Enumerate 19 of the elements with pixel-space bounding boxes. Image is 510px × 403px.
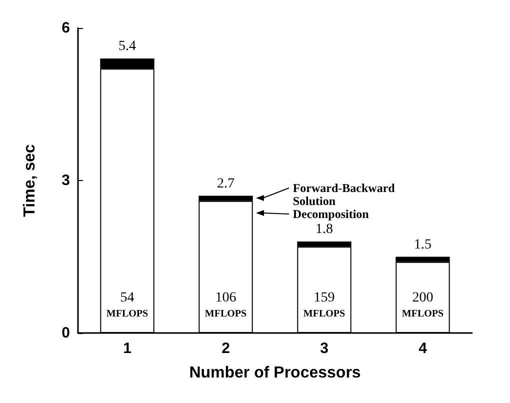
x-tick-label: 1: [123, 340, 132, 357]
y-tick-label: 6: [62, 20, 70, 36]
total-label: 1.5: [414, 237, 432, 252]
x-tick-label: 3: [320, 340, 328, 357]
annotation: 200 MFLOPS: [402, 290, 444, 320]
x-tick-label: 4: [418, 340, 428, 357]
legend-label: Decomposition: [292, 206, 370, 221]
total-label: 5.4: [118, 39, 136, 54]
y-axis-title: Time, sec: [22, 144, 38, 217]
x-axis-title: Number of Processors: [189, 364, 361, 382]
y-tick-label: 3: [62, 172, 70, 189]
annotation: 54 MFLOPS: [106, 290, 149, 320]
total-label: 2.7: [217, 176, 234, 192]
legend-label: Forward-Backward Solution: [292, 180, 398, 208]
total-label: 1.8: [316, 222, 333, 237]
y-tick-label: 0: [62, 324, 70, 342]
annotation: 159 MFLOPS: [303, 290, 346, 320]
annotation: 106 MFLOPS: [204, 290, 248, 320]
x-tick-label: 2: [222, 340, 230, 357]
